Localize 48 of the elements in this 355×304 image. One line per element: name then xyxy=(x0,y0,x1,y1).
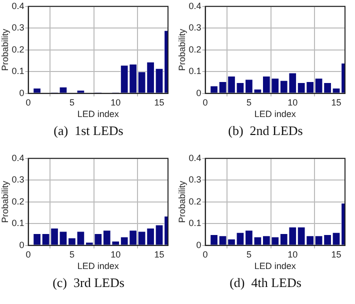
y-tick-label: 0 xyxy=(19,240,24,250)
y-tick-label: 0.4 xyxy=(188,152,202,163)
y-tick-label: 0.1 xyxy=(188,66,202,76)
y-tick-label: 0.2 xyxy=(188,196,202,206)
x-tick-label: 0 xyxy=(26,97,31,108)
x-axis-title: LED index xyxy=(254,109,296,120)
x-axis-title: LED index xyxy=(77,261,120,272)
x-axis-title: LED index xyxy=(254,261,296,272)
x-tick-label: 5 xyxy=(69,97,74,108)
y-tick-label: 0.1 xyxy=(188,218,202,228)
y-tick-label: 0.3 xyxy=(188,22,202,33)
y-tick-label: 0.4 xyxy=(12,0,24,11)
y-tick-label: 0.2 xyxy=(188,44,202,54)
x-tick-label: 15 xyxy=(154,97,164,108)
x-axis-title: LED index xyxy=(77,109,120,120)
text: (c) 3rd LEDs xyxy=(52,275,126,291)
y-axis-title: Probability xyxy=(0,180,10,223)
x-tick-label: 10 xyxy=(110,249,121,260)
x-tick-label: 15 xyxy=(331,249,342,260)
x-tick-label: 10 xyxy=(288,97,298,108)
y-tick-label: 0.1 xyxy=(12,66,24,76)
x-tick-label: 0 xyxy=(202,97,208,108)
y-tick-label: 0.4 xyxy=(188,0,202,11)
x-tick-label: 10 xyxy=(110,97,121,108)
y-tick-label: 0.3 xyxy=(12,22,24,33)
y-axis-title: Probability xyxy=(0,28,10,71)
x-tick-label: 15 xyxy=(331,97,342,108)
y-tick-label: 0.4 xyxy=(12,152,24,163)
y-tick-label: 0.2 xyxy=(12,44,24,54)
text: (d) 4th LEDs xyxy=(228,275,302,291)
y-tick-label: 0.3 xyxy=(12,174,24,185)
x-tick-label: 0 xyxy=(202,249,208,260)
y-axis-title: Probability xyxy=(176,180,187,223)
y-tick-label: 0 xyxy=(196,88,202,98)
x-tick-label: 0 xyxy=(26,249,31,260)
y-tick-label: 0.1 xyxy=(12,218,24,228)
y-tick-label: 0 xyxy=(196,240,202,250)
x-tick-label: 10 xyxy=(288,249,298,260)
y-tick-label: 0.2 xyxy=(12,196,24,206)
y-axis-title: Probability xyxy=(176,28,187,71)
x-tick-label: 5 xyxy=(246,249,252,260)
y-tick-label: 0 xyxy=(19,88,24,98)
text: (b) 2nd LEDs xyxy=(227,123,304,139)
x-tick-label: 5 xyxy=(69,249,74,260)
x-tick-label: 5 xyxy=(246,97,252,108)
x-tick-label: 15 xyxy=(154,249,164,260)
text: (a) 1st LEDs xyxy=(52,123,124,139)
y-tick-label: 0.3 xyxy=(188,174,202,185)
